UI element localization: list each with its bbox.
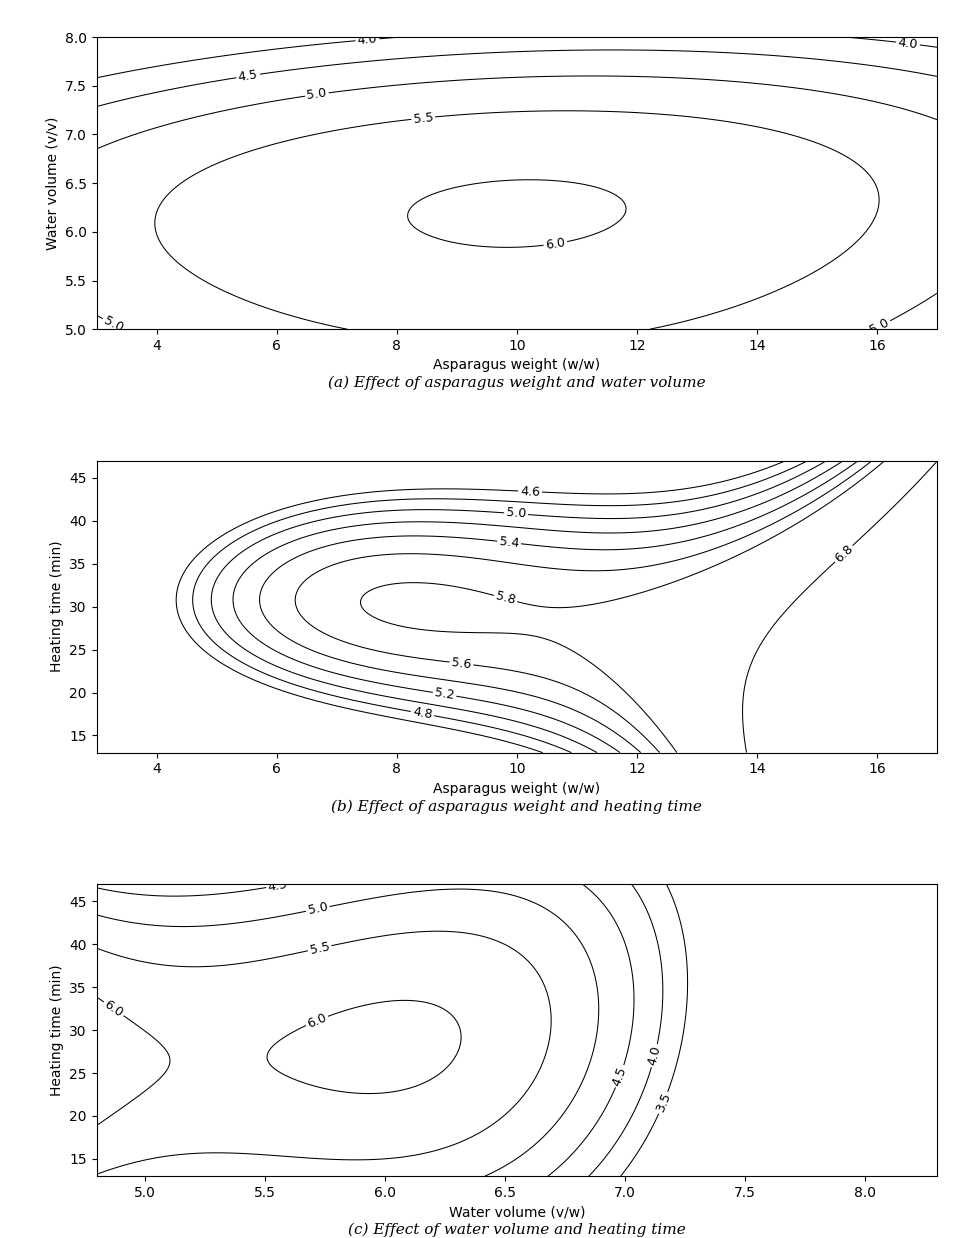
Text: 4.5: 4.5: [267, 878, 289, 894]
Text: (b) Effect of asparagus weight and heating time: (b) Effect of asparagus weight and heati…: [331, 800, 702, 813]
Text: 5.0: 5.0: [505, 506, 526, 521]
Text: 5.4: 5.4: [498, 535, 520, 550]
Text: 5.5: 5.5: [308, 940, 330, 957]
Text: 4.0: 4.0: [897, 36, 919, 51]
Text: (c) Effect of water volume and heating time: (c) Effect of water volume and heating t…: [348, 1223, 686, 1237]
Y-axis label: Heating time (min): Heating time (min): [49, 964, 64, 1096]
Text: 5.0: 5.0: [306, 87, 327, 103]
Text: 5.8: 5.8: [495, 589, 517, 608]
X-axis label: Asparagus weight (w/w): Asparagus weight (w/w): [433, 359, 601, 373]
Text: 5.2: 5.2: [434, 686, 455, 702]
Text: 3.5: 3.5: [654, 1092, 673, 1114]
Y-axis label: Water volume (v/v): Water volume (v/v): [45, 116, 59, 250]
X-axis label: Water volume (v/w): Water volume (v/w): [448, 1206, 585, 1219]
X-axis label: Asparagus weight (w/w): Asparagus weight (w/w): [433, 782, 601, 796]
Text: 6.0: 6.0: [305, 1011, 328, 1030]
Y-axis label: Heating time (min): Heating time (min): [49, 541, 64, 672]
Text: 5.0: 5.0: [101, 314, 126, 334]
Text: 5.6: 5.6: [451, 656, 472, 671]
Text: 4.6: 4.6: [520, 484, 540, 499]
Text: 4.0: 4.0: [356, 32, 378, 47]
Text: 5.0: 5.0: [867, 316, 892, 337]
Text: 5.5: 5.5: [412, 110, 434, 125]
Text: 6.8: 6.8: [832, 542, 856, 566]
Text: 4.5: 4.5: [611, 1065, 630, 1088]
Text: (a) Effect of asparagus weight and water volume: (a) Effect of asparagus weight and water…: [328, 376, 705, 390]
Text: 6.0: 6.0: [545, 235, 566, 251]
Text: 4.8: 4.8: [412, 706, 434, 722]
Text: 4.0: 4.0: [646, 1045, 664, 1067]
Text: 5.0: 5.0: [306, 900, 328, 917]
Text: 4.5: 4.5: [238, 68, 259, 84]
Text: 6.0: 6.0: [101, 998, 126, 1020]
